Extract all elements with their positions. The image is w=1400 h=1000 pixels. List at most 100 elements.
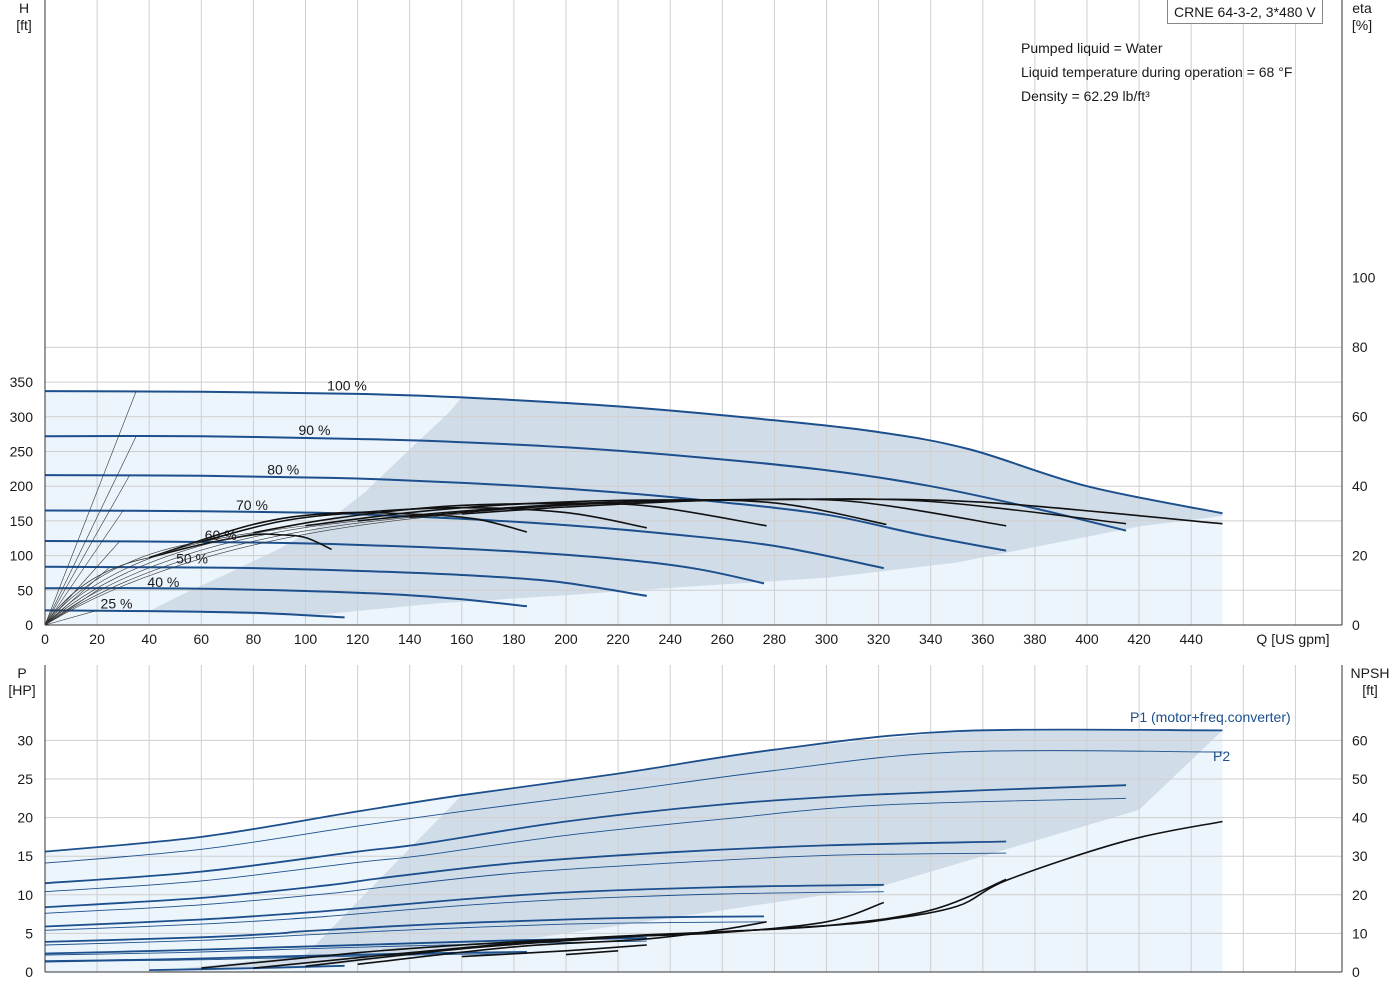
y-tick-label: 50 xyxy=(17,582,33,598)
head-curve xyxy=(44,435,1127,532)
y-tick-label: 30 xyxy=(17,732,33,748)
x-tick-label: 440 xyxy=(1180,631,1204,647)
y-tick-label: 200 xyxy=(10,478,34,494)
npsh-curve xyxy=(565,950,619,956)
y2-tick-label: 0 xyxy=(1352,964,1360,980)
y2-tick-label: 30 xyxy=(1352,848,1368,864)
x-tick-label: 420 xyxy=(1127,631,1151,647)
y-tick-label: 300 xyxy=(10,409,34,425)
efficiency-origin-line xyxy=(44,541,202,626)
speed-label: 100 % xyxy=(327,378,367,394)
liquid-info-line: Pumped liquid = Water xyxy=(1021,40,1163,56)
p1-curve xyxy=(44,951,527,963)
y-tick-label: 25 xyxy=(17,771,33,787)
origin-line xyxy=(44,566,111,626)
p2-curve xyxy=(44,891,884,931)
y-axis-unit: [HP] xyxy=(8,682,35,698)
p1-curve xyxy=(44,883,884,928)
y-tick-label: 15 xyxy=(17,848,33,864)
y2-axis-label: eta xyxy=(1352,0,1372,16)
x-tick-label: 160 xyxy=(450,631,474,647)
head-curve xyxy=(44,609,345,619)
head-curve xyxy=(44,509,884,570)
top-operating-areas xyxy=(45,391,1223,625)
x-tick-label: 220 xyxy=(606,631,630,647)
head-curve xyxy=(44,565,647,597)
efficiency-origin-line xyxy=(44,532,254,626)
x-tick-label: 80 xyxy=(246,631,262,647)
liquid-info-line: Density = 62.29 lb/ft³ xyxy=(1021,88,1150,104)
efficiency-curve xyxy=(305,499,887,527)
y2-tick-label: 40 xyxy=(1352,478,1368,494)
y2-axis-unit: [%] xyxy=(1352,17,1372,33)
x-tick-label: 120 xyxy=(346,631,370,647)
y2-tick-label: 20 xyxy=(1352,887,1368,903)
y-tick-label: 0 xyxy=(25,617,33,633)
y-tick-label: 250 xyxy=(10,444,34,460)
liquid-info-line: Liquid temperature during operation = 68… xyxy=(1021,64,1293,80)
npsh-curve xyxy=(305,901,885,967)
x-tick-label: 240 xyxy=(659,631,683,647)
y-tick-label: 0 xyxy=(25,964,33,980)
efficiency-origin-line xyxy=(44,557,150,626)
npsh-curve xyxy=(461,944,647,958)
p1-curve xyxy=(44,915,765,943)
y2-tick-label: 10 xyxy=(1352,925,1368,941)
x-tick-label: 100 xyxy=(294,631,318,647)
liquid-info: Pumped liquid = Water Liquid temperature… xyxy=(1021,36,1292,108)
x-tick-label: 180 xyxy=(502,631,526,647)
x-tick-label: 260 xyxy=(711,631,735,647)
efficiency-origin-line xyxy=(44,513,462,626)
product-label: CRNE 64-3-2, 3*480 V xyxy=(1167,0,1323,24)
origin-line xyxy=(44,391,137,626)
npsh-curve xyxy=(357,921,767,966)
y2-tick-label: 40 xyxy=(1352,810,1368,826)
p1-label: P1 (motor+freq.converter) xyxy=(1130,709,1291,725)
y2-tick-label: 60 xyxy=(1352,732,1368,748)
speed-label: 80 % xyxy=(267,462,299,478)
y2-tick-label: 50 xyxy=(1352,771,1368,787)
head-curve xyxy=(44,540,765,585)
x-tick-label: 60 xyxy=(194,631,210,647)
y2-tick-label: 60 xyxy=(1352,409,1368,425)
x-tick-label: 400 xyxy=(1075,631,1099,647)
head-curve xyxy=(44,474,1007,552)
y-tick-label: 10 xyxy=(17,887,33,903)
p2-curve xyxy=(44,750,1223,864)
x-tick-label: 200 xyxy=(554,631,578,647)
y2-axis-label: NPSH xyxy=(1351,665,1390,681)
y-tick-label: 5 xyxy=(25,925,33,941)
top-axes: 0 20 40 60 80 100 120 140 160 180 200 220 240 260 280 3… xyxy=(10,0,1376,647)
speed-label: 40 % xyxy=(147,574,179,590)
x-axis-label: Q [US gpm] xyxy=(1256,631,1329,647)
p1-curve xyxy=(149,964,345,971)
origin-line xyxy=(44,436,137,626)
y2-axis-unit: [ft] xyxy=(1362,682,1378,698)
y2-tick-label: 20 xyxy=(1352,548,1368,564)
x-tick-label: 280 xyxy=(763,631,787,647)
y-axis-unit: [ft] xyxy=(16,17,32,33)
bottom-axes: 0 5 10 15 20 25 30 0 10 20 30 40 50 60 P[HP] NPSH[ft] xyxy=(8,665,1389,980)
p2-curve xyxy=(44,921,765,946)
p2-curve xyxy=(44,797,1127,893)
origin-line xyxy=(44,510,124,626)
x-tick-label: 0 xyxy=(41,631,49,647)
p2-curve xyxy=(44,852,1007,914)
speed-label: 70 % xyxy=(236,497,268,513)
head-curve xyxy=(44,390,1223,515)
x-tick-label: 20 xyxy=(89,631,105,647)
x-tick-label: 320 xyxy=(867,631,891,647)
speed-label: 50 % xyxy=(176,550,208,566)
origin-line xyxy=(44,610,98,626)
x-tick-label: 380 xyxy=(1023,631,1047,647)
speed-label: 25 % xyxy=(101,595,133,611)
p1-curve xyxy=(44,840,1007,909)
efficiency-curve xyxy=(461,498,1223,525)
x-tick-label: 340 xyxy=(919,631,943,647)
y2-tick-label: 80 xyxy=(1352,339,1368,355)
origin-line xyxy=(44,474,130,626)
p1-curve xyxy=(44,728,1223,853)
p2-label: P2 xyxy=(1213,748,1230,764)
head-curve xyxy=(44,587,528,608)
